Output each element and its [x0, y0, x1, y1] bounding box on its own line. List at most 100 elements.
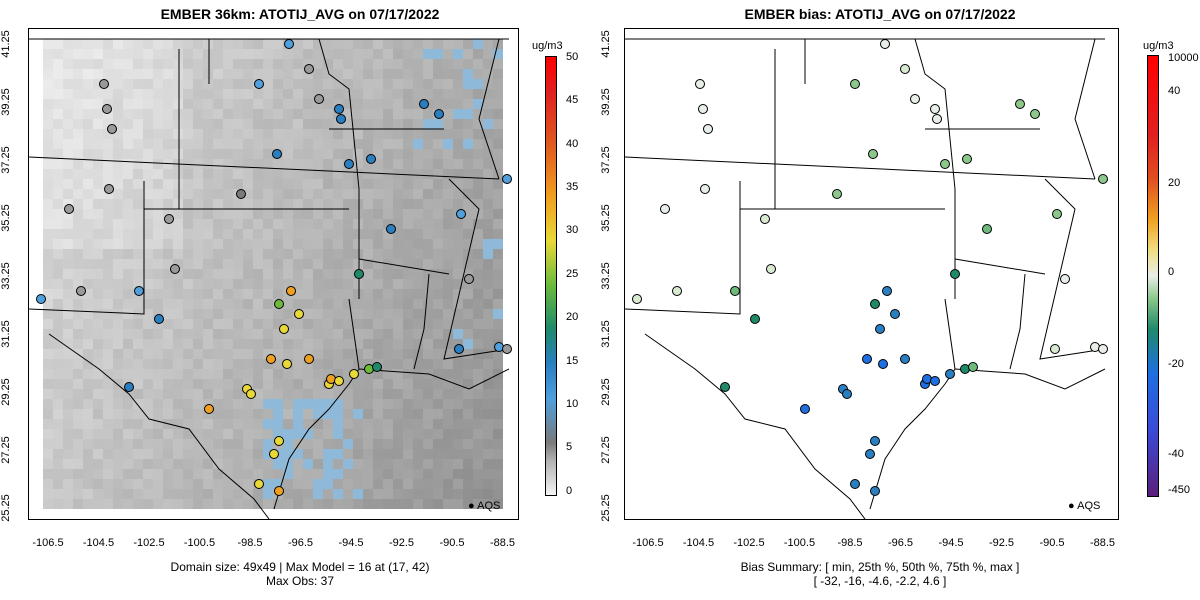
right-colorbar — [1147, 55, 1159, 497]
right-aqs-legend: ● AQS — [1068, 500, 1100, 512]
aqs-station-marker — [870, 436, 880, 446]
aqs-station-marker — [766, 264, 776, 274]
left-aqs-legend: ● AQS — [468, 500, 500, 512]
aqs-station-marker — [134, 286, 144, 296]
left-x-tick: -98.5 — [237, 537, 263, 549]
aqs-station-marker — [695, 79, 705, 89]
aqs-station-marker — [940, 159, 950, 169]
right-map-title: EMBER bias: ATOTIJ_AVG on 07/17/2022 — [744, 6, 1016, 22]
right-colorbar-tick: -450 — [1168, 484, 1191, 496]
aqs-station-marker — [850, 479, 860, 489]
aqs-station-marker — [284, 39, 294, 49]
aqs-station-marker — [930, 104, 940, 114]
border-line — [1074, 38, 1096, 180]
aqs-station-marker — [76, 286, 86, 296]
aqs-station-marker — [865, 449, 875, 459]
aqs-station-marker — [454, 344, 464, 354]
right-map-canvas — [625, 29, 1118, 519]
left-colorbar-tick: 40 — [566, 138, 579, 150]
aqs-station-marker — [386, 224, 396, 234]
aqs-station-marker — [286, 286, 296, 296]
right-y-tick: 41.25 — [599, 30, 612, 58]
left-caption-line2: Max Obs: 37 — [265, 574, 335, 588]
left-map-canvas — [29, 38, 512, 519]
aqs-station-marker — [890, 309, 900, 319]
left-colorbar-tick: 15 — [566, 355, 579, 367]
aqs-station-marker — [334, 104, 344, 114]
aqs-station-marker — [366, 154, 376, 164]
left-map-title: EMBER 36km: ATOTIJ_AVG on 07/17/2022 — [160, 6, 440, 22]
left-colorbar-tick: 10 — [566, 398, 579, 410]
aqs-marker-icon: ● — [1068, 500, 1075, 512]
aqs-station-marker — [672, 286, 682, 296]
right-colorbar-tick: 20 — [1168, 177, 1181, 189]
aqs-station-marker — [124, 382, 134, 392]
aqs-station-marker — [269, 449, 279, 459]
right-caption-line2: [ -32, -16, -4.6, -2.2, 4.6 ] — [813, 574, 947, 588]
right-y-tick: 37.25 — [599, 146, 612, 174]
border-line — [29, 209, 145, 315]
border-line — [914, 38, 956, 299]
right-colorbar-unit: ug/m3 — [1143, 40, 1174, 52]
left-colorbar — [545, 56, 557, 496]
border-line — [625, 156, 1096, 180]
left-caption: Domain size: 49x49 | Max Model = 16 at (… — [40, 560, 560, 588]
right-y-tick: 27.25 — [599, 436, 612, 464]
aqs-station-marker — [99, 79, 109, 89]
aqs-station-marker — [900, 64, 910, 74]
aqs-station-marker — [703, 124, 713, 134]
left-x-tick: -88.5 — [489, 537, 516, 549]
aqs-station-marker — [36, 294, 46, 304]
aqs-station-marker — [842, 389, 852, 399]
right-colorbar-tick: 0 — [1168, 266, 1175, 278]
aqs-station-marker — [1098, 174, 1108, 184]
left-stations — [36, 39, 512, 496]
left-y-tick: 37.25 — [0, 146, 12, 174]
aqs-station-marker — [862, 354, 872, 364]
aqs-station-marker — [107, 124, 117, 134]
left-colorbar-tick: 0 — [566, 485, 573, 497]
aqs-station-marker — [304, 64, 314, 74]
border-line — [318, 38, 360, 299]
right-x-tick: -104.5 — [682, 537, 715, 549]
aqs-station-marker — [64, 204, 74, 214]
right-y-tick: 25.25 — [599, 494, 612, 522]
aqs-station-marker — [875, 324, 885, 334]
right-caption-line1: Bias Summary: [ min, 25th %, 50th %, 75t… — [740, 560, 1020, 574]
left-x-tick: -102.5 — [133, 537, 165, 549]
aqs-station-marker — [1052, 209, 1062, 219]
left-y-tick: 27.25 — [0, 436, 12, 464]
aqs-station-marker — [349, 369, 359, 379]
aqs-station-marker — [246, 389, 256, 399]
border-line — [443, 178, 510, 360]
left-y-tick: 33.25 — [0, 262, 12, 290]
aqs-station-marker — [274, 299, 284, 309]
aqs-station-marker — [304, 354, 314, 364]
aqs-station-marker — [502, 174, 512, 184]
border-line — [644, 333, 866, 519]
right-x-tick: -102.5 — [733, 537, 765, 549]
white-background — [625, 29, 1118, 519]
right-y-tick: 33.25 — [599, 262, 612, 290]
aqs-station-marker — [878, 359, 888, 369]
aqs-station-marker — [282, 359, 292, 369]
border-line — [954, 258, 1046, 275]
aqs-station-marker — [102, 104, 112, 114]
border-line — [29, 156, 500, 180]
right-y-tick: 39.25 — [599, 88, 612, 116]
right-aqs-label: AQS — [1077, 500, 1101, 512]
aqs-station-marker — [968, 362, 978, 372]
left-colorbar-tick: 25 — [566, 268, 579, 280]
aqs-station-marker — [870, 486, 880, 496]
right-colorbar-tick: 10000 — [1168, 52, 1199, 64]
aqs-station-marker — [294, 309, 304, 319]
border-line — [954, 368, 1106, 390]
right-x-tick: -98.5 — [837, 537, 863, 549]
aqs-station-marker — [272, 149, 282, 159]
right-caption: Bias Summary: [ min, 25th %, 50th %, 75t… — [640, 560, 1120, 588]
right-x-tick: -92.5 — [988, 537, 1015, 549]
right-stations — [632, 39, 1108, 496]
aqs-station-marker — [945, 369, 955, 379]
right-x-tick: -88.5 — [1089, 537, 1116, 549]
left-colorbar-unit: ug/m3 — [532, 40, 563, 52]
